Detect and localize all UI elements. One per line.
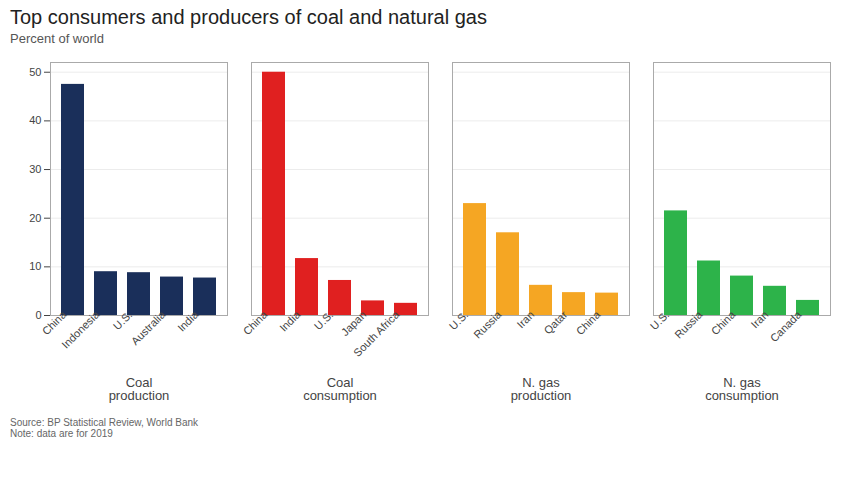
html-text:Percent of world: Percent of world bbox=[10, 31, 104, 46]
svg-text:Australia: Australia bbox=[129, 308, 168, 347]
svg-text:0: 0 bbox=[35, 309, 41, 321]
svg-text:Russia: Russia bbox=[471, 308, 504, 341]
svg-text:China: China bbox=[574, 308, 603, 337]
svg-text:N. gasproduction: N. gasproduction bbox=[511, 375, 572, 403]
svg-text:30: 30 bbox=[29, 163, 41, 175]
svg-text:20: 20 bbox=[29, 212, 41, 224]
svg-text:China: China bbox=[241, 308, 270, 337]
svg-text:Indonesia: Indonesia bbox=[59, 308, 102, 351]
svg-text:50: 50 bbox=[29, 66, 41, 78]
svg-text:China: China bbox=[40, 308, 69, 337]
svg-text:India: India bbox=[175, 308, 201, 334]
svg-text:U.S.: U.S. bbox=[648, 308, 672, 332]
svg-text:Iran: Iran bbox=[515, 308, 537, 330]
svg-text:Canada: Canada bbox=[768, 308, 804, 344]
svg-text:40: 40 bbox=[29, 114, 41, 126]
svg-text:Coalproduction: Coalproduction bbox=[109, 375, 170, 403]
svg-text:N. gasconsumption: N. gasconsumption bbox=[705, 375, 779, 403]
svg-text:Coalconsumption: Coalconsumption bbox=[303, 375, 377, 403]
svg-text:U.S.: U.S. bbox=[312, 308, 336, 332]
svg-text:U.S.: U.S. bbox=[111, 308, 135, 332]
svg-text:U.S.: U.S. bbox=[447, 308, 471, 332]
html-text:Top consumers and producers of: Top consumers and producers of coal and … bbox=[10, 6, 487, 28]
svg-text:Iran: Iran bbox=[749, 308, 771, 330]
svg-text:Qatar: Qatar bbox=[541, 308, 569, 336]
svg-text:India: India bbox=[277, 308, 303, 334]
svg-text:10: 10 bbox=[29, 260, 41, 272]
svg-text:China: China bbox=[709, 308, 738, 337]
svg-text:Russia: Russia bbox=[672, 308, 705, 341]
svg-text:Japan: Japan bbox=[339, 308, 369, 338]
html-text:Source: BP Statistical Review,: Source: BP Statistical Review, World Ban… bbox=[10, 417, 198, 439]
svg-text:South Africa: South Africa bbox=[351, 308, 402, 359]
